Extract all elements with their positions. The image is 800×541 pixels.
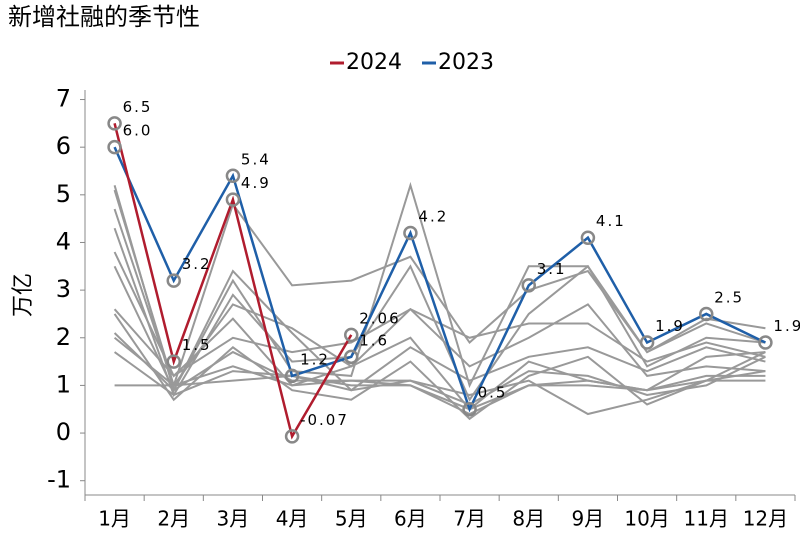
y-tick-label: 0 (56, 418, 71, 446)
history-line (113, 208, 766, 388)
point-marker (284, 368, 300, 384)
point-marker (521, 278, 536, 293)
y-tick-label: -1 (47, 466, 71, 494)
history-line (114, 374, 766, 411)
history-line (113, 303, 766, 378)
data-label: 1.9 (655, 317, 685, 335)
point-marker (225, 168, 241, 184)
x-tick-label: 12月 (743, 507, 788, 531)
point-marker (166, 354, 181, 369)
point-marker (758, 335, 773, 350)
point-marker (403, 225, 418, 241)
point-marker (107, 139, 122, 155)
data-label: 3.1 (537, 260, 567, 278)
series-line (113, 123, 353, 440)
series-line (113, 146, 766, 413)
data-label: 6.0 (123, 122, 153, 140)
data-label: 4.2 (418, 207, 448, 225)
data-label: 2.06 (359, 309, 400, 327)
point-marker (344, 327, 359, 343)
y-tick-label: 3 (56, 275, 71, 303)
y-tick-label: 1 (56, 370, 71, 398)
legend-label: 2024 (346, 50, 402, 75)
y-tick-label: 7 (56, 85, 71, 113)
point-marker (462, 401, 477, 417)
x-tick-label: 4月 (276, 507, 309, 531)
x-tick-label: 9月 (572, 507, 605, 531)
data-label: 1.9 (773, 317, 800, 335)
x-tick-label: 10月 (624, 507, 669, 531)
point-marker (344, 349, 359, 365)
history-line (113, 313, 766, 421)
data-label: 4.9 (241, 174, 271, 192)
point-marker (107, 116, 122, 131)
history-line (113, 265, 766, 393)
legend-label: 2023 (438, 50, 494, 75)
data-label: 2.5 (714, 288, 744, 306)
history-line (113, 351, 766, 416)
data-label: 3.2 (182, 255, 212, 273)
history-line (113, 336, 766, 416)
x-tick-label: 2月 (157, 507, 190, 531)
data-label: 1.5 (182, 336, 212, 354)
y-tick-label: 6 (56, 132, 71, 160)
x-tick-label: 5月 (335, 507, 368, 531)
y-tick-label: 5 (56, 180, 71, 208)
x-tick-label: 8月 (512, 507, 545, 531)
point-marker (166, 273, 181, 288)
point-marker (580, 230, 596, 245)
x-tick-label: 7月 (453, 507, 486, 531)
history-line (113, 332, 766, 406)
y-axis-label: 万亿 (11, 273, 36, 317)
data-label: 1.2 (300, 350, 330, 368)
data-label: 1.6 (359, 331, 389, 349)
x-tick-label: 1月 (98, 507, 131, 531)
point-marker (284, 429, 300, 444)
history-line (113, 251, 766, 411)
x-tick-label: 3月 (217, 507, 250, 531)
x-tick-label: 11月 (684, 507, 729, 531)
y-tick-label: 4 (56, 227, 71, 255)
data-label: 4.1 (596, 212, 626, 230)
x-tick-label: 6月 (394, 507, 427, 531)
history-line (113, 181, 766, 393)
data-label: 5.4 (241, 150, 271, 168)
data-label: 6.5 (123, 98, 153, 116)
point-marker (225, 192, 241, 207)
data-label: -0.07 (300, 411, 349, 429)
history-line (113, 227, 766, 402)
y-tick-label: 2 (56, 323, 71, 351)
point-marker (699, 306, 714, 322)
point-marker (639, 335, 655, 350)
data-label: 0.5 (478, 384, 508, 402)
chart-title: 新增社融的季节性 (8, 3, 200, 31)
